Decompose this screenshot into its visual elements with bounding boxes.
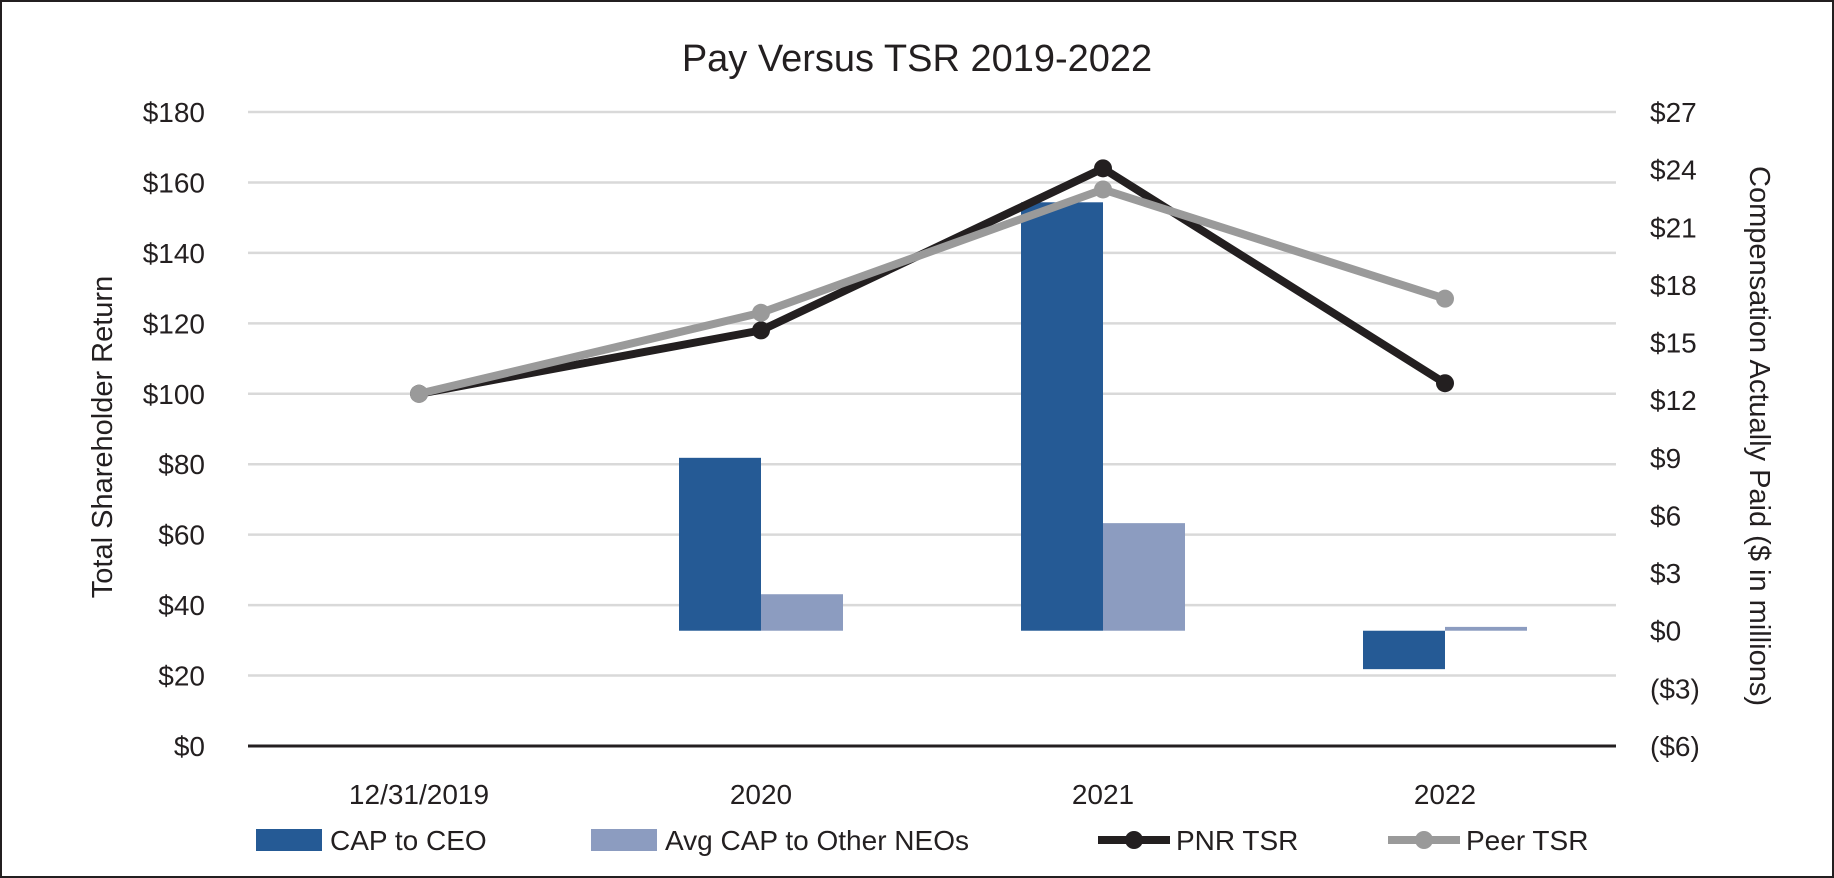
- left-tick-label: $140: [143, 238, 205, 269]
- x-tick-label: 2022: [1414, 779, 1476, 810]
- data-point: [752, 321, 770, 340]
- x-axis-ticks: 12/31/2019 2020 2021 2022: [349, 779, 1476, 810]
- left-tick-label: $40: [158, 590, 205, 621]
- bar: [1021, 202, 1103, 631]
- right-tick-label: $24: [1650, 155, 1697, 186]
- bar: [1363, 630, 1445, 670]
- left-tick-label: $20: [158, 661, 205, 692]
- right-tick-label: $15: [1650, 328, 1697, 359]
- bar: [1445, 626, 1527, 631]
- left-tick-label: $80: [158, 449, 205, 480]
- legend: CAP to CEO Avg CAP to Other NEOs PNR TSR Pe…: [256, 825, 1588, 856]
- data-point: [1436, 374, 1454, 393]
- data-point: [1436, 289, 1454, 308]
- legend-label: CAP to CEO: [330, 825, 487, 856]
- right-tick-label: $9: [1650, 443, 1681, 474]
- gridlines: [248, 110, 1616, 677]
- right-axis-ticks: ($6) ($3) $0 $3 $6 $9 $12 $15 $18 $21 $24 $27: [1650, 97, 1700, 762]
- left-axis-ticks: $0 $20 $40 $60 $80 $100 $120 $140 $160 $180: [143, 97, 205, 762]
- right-tick-label: $21: [1650, 212, 1697, 243]
- data-point: [1094, 180, 1112, 199]
- right-tick-label: $6: [1650, 500, 1681, 531]
- legend-marker: [1125, 831, 1143, 849]
- legend-label: Avg CAP to Other NEOs: [665, 825, 969, 856]
- bar: [761, 594, 843, 631]
- series-line: [415, 185, 1449, 398]
- left-tick-label: $180: [143, 97, 205, 128]
- bar: [679, 457, 761, 631]
- left-axis-title: Total Shareholder Return: [87, 276, 119, 598]
- right-axis-title: Compensation Actually Paid ($ in million…: [1743, 166, 1775, 706]
- right-tick-label: $12: [1650, 385, 1697, 416]
- right-tick-label: $27: [1650, 97, 1697, 128]
- legend-marker: [1415, 831, 1433, 849]
- line-series: [410, 159, 1454, 403]
- left-tick-label: $120: [143, 308, 205, 339]
- legend-label: PNR TSR: [1176, 825, 1298, 856]
- legend-label: Peer TSR: [1466, 825, 1588, 856]
- left-tick-label: $160: [143, 167, 205, 198]
- legend-swatch: [591, 829, 657, 851]
- x-tick-label: 2020: [730, 779, 792, 810]
- left-tick-label: $100: [143, 379, 205, 410]
- bar: [1103, 523, 1185, 631]
- legend-swatch: [256, 829, 322, 851]
- data-point: [1094, 159, 1112, 178]
- chart-title: Pay Versus TSR 2019-2022: [682, 38, 1152, 80]
- right-tick-label: ($6): [1650, 731, 1700, 762]
- left-tick-label: $0: [174, 731, 205, 762]
- left-tick-label: $60: [158, 520, 205, 551]
- right-tick-label: $18: [1650, 270, 1697, 301]
- right-tick-label: $0: [1650, 616, 1681, 647]
- data-point: [410, 384, 428, 403]
- x-tick-label: 2021: [1072, 779, 1134, 810]
- bar-series: [679, 202, 1527, 670]
- right-tick-label: ($3): [1650, 673, 1700, 704]
- data-point: [752, 303, 770, 322]
- right-tick-label: $3: [1650, 558, 1681, 589]
- x-tick-label: 12/31/2019: [349, 779, 489, 810]
